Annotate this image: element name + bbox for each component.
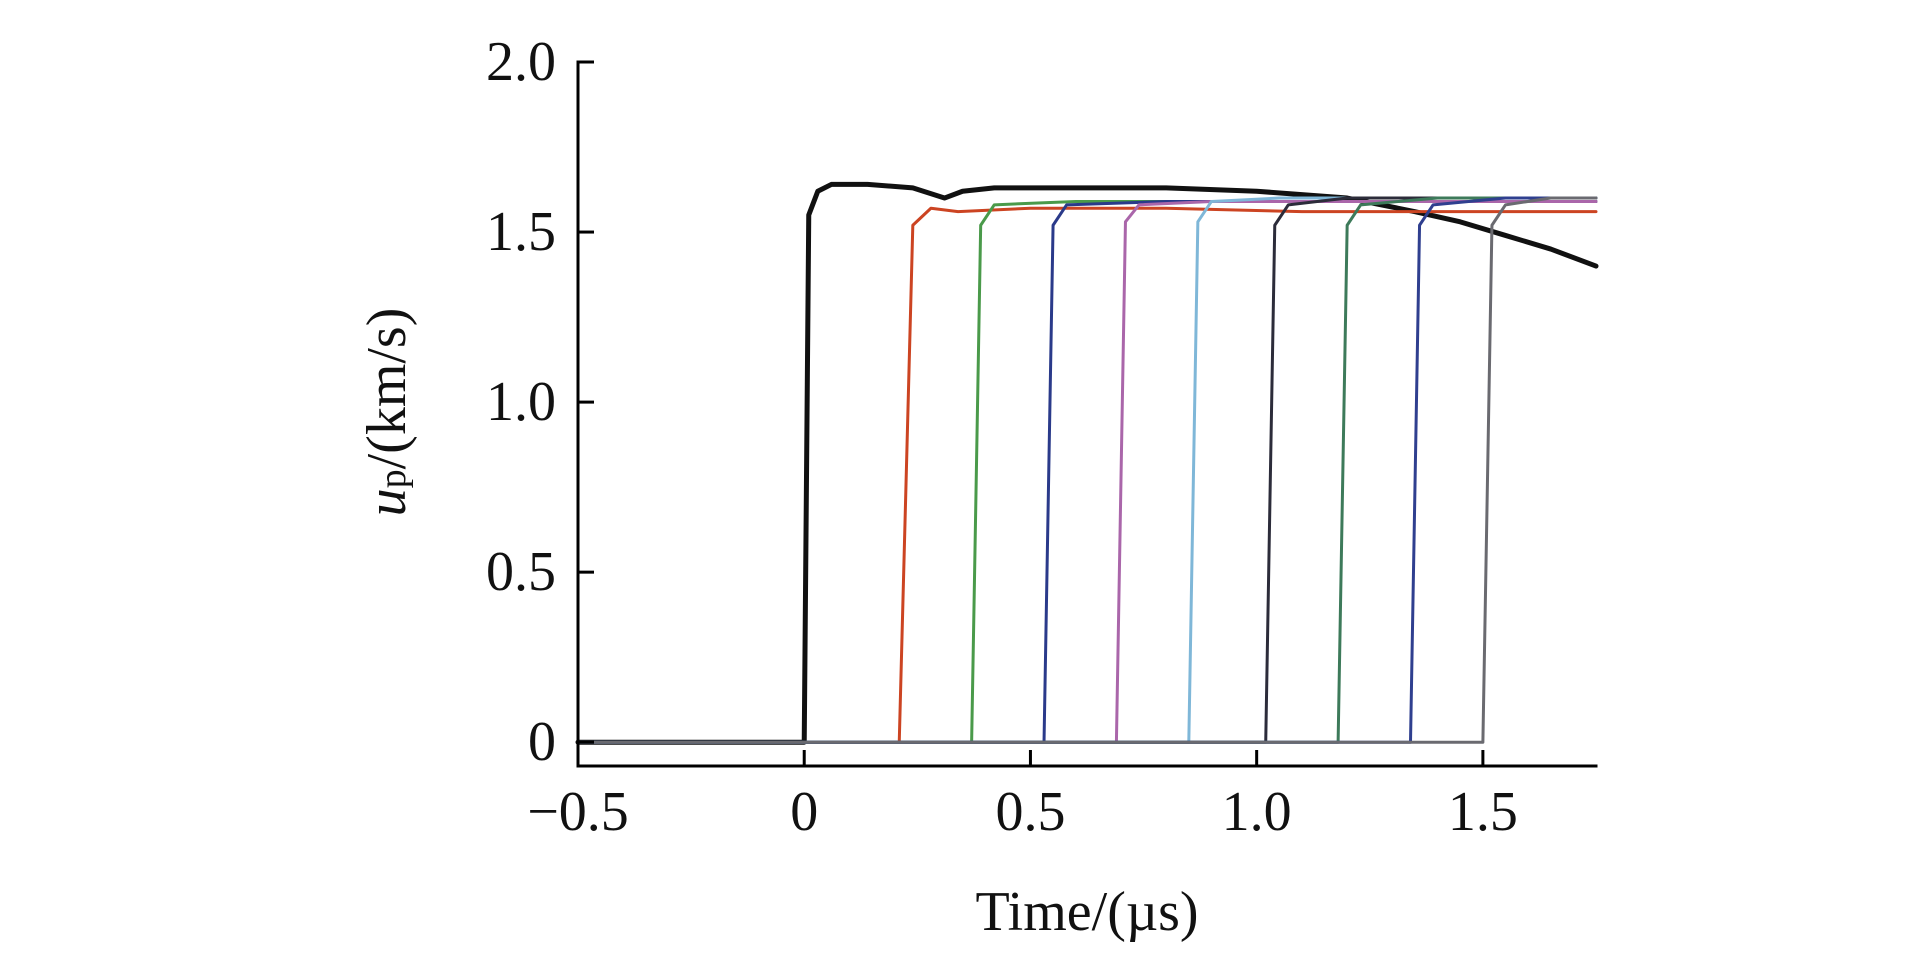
- x-tick-label: −0.5: [527, 781, 629, 843]
- x-tick-label: 1.5: [1448, 781, 1518, 843]
- series-line-trace-3: [576, 199, 1598, 744]
- series-line-trace-6: [576, 196, 1598, 744]
- series-line-trace-8: [576, 196, 1598, 744]
- series-line-trace-2: [576, 206, 1598, 744]
- axes-layer: 0 0.5 1.0 1.5 2.0 −0.5 0 0.5 1.0 1.5: [486, 31, 1598, 843]
- series-line-trace-10: [576, 196, 1598, 744]
- y-axis-label: up/(km/s): [356, 308, 418, 517]
- y-axis-symbol: u: [356, 488, 418, 516]
- series-line-trace-4: [576, 199, 1598, 744]
- y-axis-unit: /(km/s): [356, 308, 418, 470]
- y-tick-label: 0: [528, 711, 556, 773]
- y-tick-label: 0.5: [486, 541, 556, 603]
- y-tick-label: 1.0: [486, 371, 556, 433]
- y-tick-label: 1.5: [486, 201, 556, 263]
- x-tick-label: 1.0: [1222, 781, 1292, 843]
- y-axis-subscript: p: [372, 469, 414, 488]
- y-tick-label: 2.0: [486, 31, 556, 93]
- x-tick-label: 0: [790, 781, 818, 843]
- series-layer: [575, 181, 1599, 745]
- series-line-trace-7: [576, 196, 1598, 744]
- series-line-trace-9: [576, 196, 1598, 744]
- series-line-trace-1: [575, 181, 1599, 745]
- x-axis-label: Time/(µs): [975, 881, 1198, 943]
- x-tick-label: 0.5: [995, 781, 1065, 843]
- series-line-trace-5: [576, 199, 1598, 744]
